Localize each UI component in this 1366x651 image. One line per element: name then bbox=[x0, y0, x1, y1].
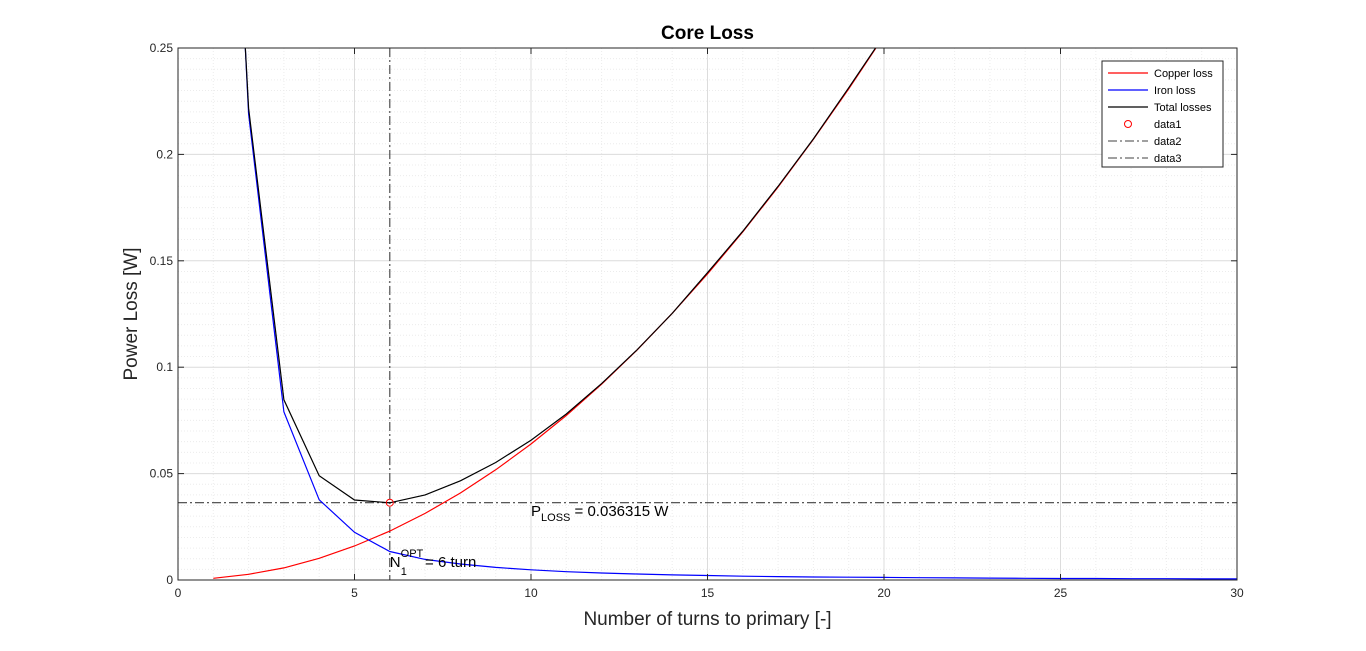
annotation-main: N bbox=[390, 554, 401, 571]
y-tick-label: 0.2 bbox=[156, 147, 173, 161]
y-tick-label: 0.05 bbox=[150, 467, 174, 481]
x-tick-label: 25 bbox=[1054, 586, 1068, 600]
annotation-main: P bbox=[531, 503, 541, 520]
annotation-superscript: OPT bbox=[401, 548, 424, 560]
annotations: PLOSS = 0.036315 W NOPT 1 = 6 turn bbox=[390, 503, 669, 578]
series-line-total-losses bbox=[244, 48, 877, 504]
legend: Copper loss Iron loss Total losses data1 dat… bbox=[1101, 60, 1224, 168]
data-markers bbox=[385, 498, 394, 507]
annotation-subscript: LOSS bbox=[541, 512, 570, 524]
legend-label: Total losses bbox=[1154, 102, 1212, 114]
annotation-rest: = 6 turn bbox=[421, 554, 476, 571]
x-tick-label: 10 bbox=[524, 586, 538, 600]
y-axis-label: Power Loss [W] bbox=[121, 247, 142, 380]
y-tick-label: 0.1 bbox=[156, 360, 173, 374]
annotation-subscript: 1 bbox=[401, 566, 407, 578]
x-tick-label: 5 bbox=[351, 586, 358, 600]
x-tick-label: 20 bbox=[877, 586, 891, 600]
y-tick-label: 0.15 bbox=[150, 254, 174, 268]
x-tick-label: 15 bbox=[701, 586, 715, 600]
reference-lines bbox=[178, 48, 1237, 580]
legend-swatch bbox=[1124, 120, 1132, 128]
chart-title: Core Loss bbox=[661, 23, 754, 44]
x-tick-label: 0 bbox=[175, 586, 182, 600]
axis-ticks: 0 5 10 15 20 25 30 0 0.05 0.1 0.15 0.2 0.25 bbox=[150, 41, 1244, 600]
x-axis-label: Number of turns to primary [-] bbox=[583, 609, 831, 630]
legend-label: Copper loss bbox=[1154, 68, 1213, 80]
series-lines bbox=[213, 48, 1237, 580]
optimum-marker bbox=[385, 498, 394, 507]
legend-label: data2 bbox=[1154, 136, 1182, 148]
series-line-copper-loss bbox=[213, 48, 877, 579]
annotation-0: PLOSS = 0.036315 W bbox=[531, 503, 669, 524]
legend-label: Iron loss bbox=[1154, 85, 1196, 97]
annotation-1: NOPT 1 = 6 turn bbox=[390, 548, 477, 578]
annotation-rest: = 0.036315 W bbox=[570, 503, 669, 520]
series-line-iron-loss bbox=[244, 48, 1237, 580]
legend-label: data1 bbox=[1154, 119, 1182, 131]
y-tick-label: 0.25 bbox=[150, 41, 174, 55]
legend-box bbox=[1101, 60, 1224, 168]
y-tick-label: 0 bbox=[166, 573, 173, 587]
x-tick-label: 30 bbox=[1230, 586, 1244, 600]
legend-label: data3 bbox=[1154, 153, 1182, 165]
